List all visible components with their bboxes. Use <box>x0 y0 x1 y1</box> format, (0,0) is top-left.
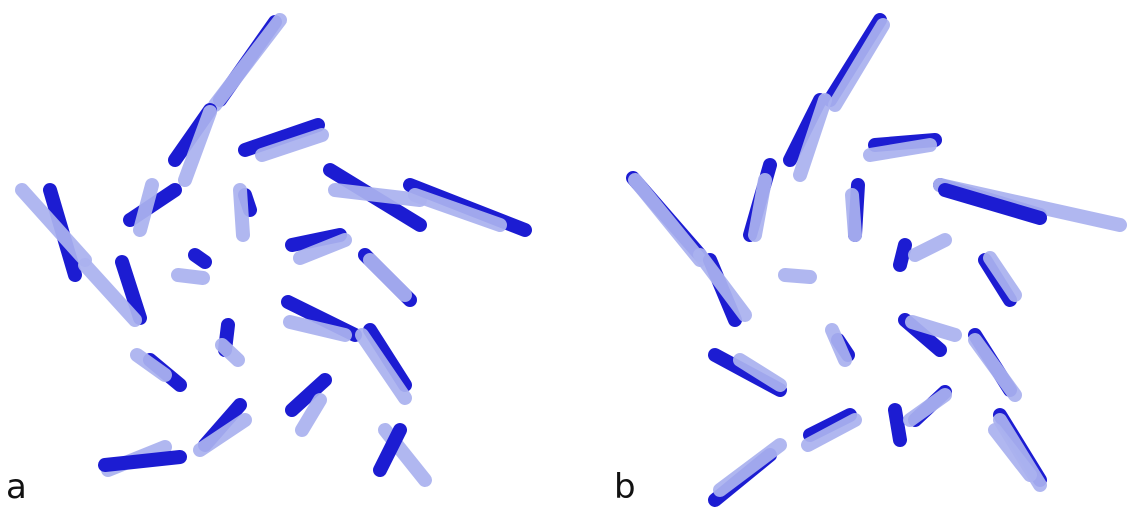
rod <box>755 180 765 235</box>
rod <box>335 190 420 200</box>
rod <box>975 340 1015 395</box>
rod <box>195 255 205 262</box>
rod <box>137 355 165 375</box>
rod <box>895 410 900 440</box>
rod <box>720 445 780 490</box>
rod <box>900 245 905 265</box>
figure: a b <box>0 0 1127 508</box>
panel-label: b <box>614 467 636 507</box>
rod <box>635 180 700 260</box>
rod <box>178 275 203 278</box>
rod <box>105 457 180 465</box>
rod <box>832 330 845 360</box>
rod <box>835 25 883 105</box>
page: a b (() => { const data = JSON.parse(doc… <box>0 0 1127 508</box>
rod <box>140 185 152 230</box>
rod <box>222 345 238 360</box>
rod <box>240 190 243 235</box>
rod <box>215 20 280 105</box>
panel-label: a <box>6 467 27 507</box>
rod <box>870 145 930 155</box>
rod <box>785 275 810 277</box>
panel-b <box>633 20 1120 500</box>
rod <box>852 195 855 235</box>
panel-a <box>22 20 525 480</box>
rod <box>915 240 945 255</box>
rod <box>370 260 405 295</box>
